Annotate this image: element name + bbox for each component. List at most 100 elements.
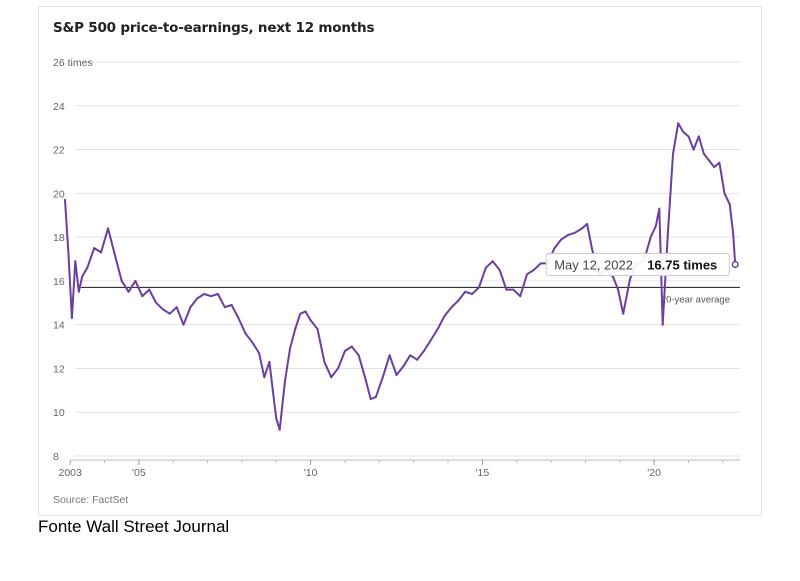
data-point <box>74 260 77 263</box>
data-point <box>732 231 735 234</box>
data-point <box>477 286 480 289</box>
data-point <box>672 152 674 155</box>
y-tick-label-14: 14 <box>53 320 65 332</box>
data-point <box>677 122 680 125</box>
data-point <box>591 249 594 252</box>
data-point <box>161 308 164 311</box>
data-point <box>560 238 563 241</box>
data-point <box>223 306 226 309</box>
x-tick-label-2015: '15 <box>476 467 490 479</box>
data-point <box>93 247 96 250</box>
data-point <box>263 376 266 379</box>
data-point <box>450 306 453 309</box>
data-point <box>168 312 171 315</box>
data-point <box>100 251 103 254</box>
data-point <box>141 295 144 298</box>
data-point <box>175 306 178 309</box>
data-point <box>294 328 297 330</box>
data-point <box>283 380 286 383</box>
data-point <box>113 253 116 256</box>
data-point <box>692 148 695 151</box>
data-point <box>484 266 487 269</box>
average-reference-label: 20-year average <box>661 294 730 305</box>
y-tick-labels: 26 times 24 22 20 18 16 14 12 10 8 <box>53 57 93 463</box>
x-tick-label-2003: 2003 <box>58 467 82 479</box>
data-point <box>429 339 432 341</box>
data-point <box>251 341 254 344</box>
data-point <box>299 312 302 315</box>
data-point <box>271 389 274 392</box>
y-tick-label-22: 22 <box>53 145 65 157</box>
chart-source: Source: FactSet <box>53 494 129 506</box>
data-point <box>70 317 73 320</box>
data-point <box>702 152 705 155</box>
data-point <box>107 227 109 230</box>
data-point <box>617 288 620 291</box>
data-point <box>457 299 460 302</box>
data-point <box>148 288 151 291</box>
data-point <box>67 253 70 256</box>
data-point <box>629 277 632 280</box>
data-point <box>581 227 583 230</box>
series-line-0 <box>64 122 737 431</box>
data-point <box>512 288 515 291</box>
data-point <box>423 349 425 352</box>
data-point <box>539 262 542 265</box>
data-point <box>728 203 731 206</box>
data-point <box>526 273 528 276</box>
data-point <box>258 352 261 355</box>
data-point <box>519 295 522 298</box>
data-point <box>553 247 556 250</box>
data-point <box>708 159 711 162</box>
callout-box <box>545 252 730 276</box>
data-point <box>309 319 312 322</box>
data-point <box>532 268 535 271</box>
y-tick-label-24: 24 <box>53 101 65 113</box>
data-point <box>196 297 199 300</box>
data-point <box>666 231 669 234</box>
data-point <box>203 293 206 295</box>
data-point <box>464 290 467 293</box>
data-point <box>278 428 281 431</box>
y-tick-label-12: 12 <box>53 363 65 375</box>
chart-title: S&P 500 price-to-earnings, next 12 month… <box>53 20 375 36</box>
callout-date: May 12, 2022 <box>554 257 633 272</box>
data-point <box>330 376 333 379</box>
callout-value: 16.75 times <box>647 257 717 272</box>
data-point <box>323 360 326 363</box>
data-point <box>658 207 661 210</box>
data-point <box>77 290 80 293</box>
data-point <box>230 304 233 306</box>
y-tick-label-20: 20 <box>53 188 65 200</box>
data-point <box>574 231 577 234</box>
data-point <box>649 236 652 239</box>
data-point <box>155 301 158 304</box>
y-tick-label-26: 26 times <box>53 57 93 69</box>
data-point <box>237 317 240 320</box>
data-point <box>718 161 721 164</box>
data-point <box>86 266 89 269</box>
data-point <box>216 293 219 295</box>
data-point <box>127 290 130 293</box>
x-tick-label-2020: '20 <box>647 467 661 479</box>
data-point <box>697 135 700 138</box>
data-point <box>654 225 657 228</box>
series-group <box>64 122 737 431</box>
data-point <box>498 268 501 271</box>
data-point <box>586 223 589 225</box>
data-point <box>611 275 614 278</box>
data-point <box>304 310 307 313</box>
data-point <box>661 323 664 326</box>
y-tick-label-10: 10 <box>53 407 65 419</box>
data-point <box>682 131 685 133</box>
data-point <box>344 349 346 352</box>
data-point <box>268 360 271 363</box>
data-point <box>723 192 726 195</box>
data-point <box>357 354 360 357</box>
y-tick-label-16: 16 <box>53 276 65 288</box>
data-point <box>364 378 367 381</box>
data-point <box>120 279 123 282</box>
grid-lines <box>75 61 740 457</box>
y-tick-label-18: 18 <box>53 232 65 244</box>
